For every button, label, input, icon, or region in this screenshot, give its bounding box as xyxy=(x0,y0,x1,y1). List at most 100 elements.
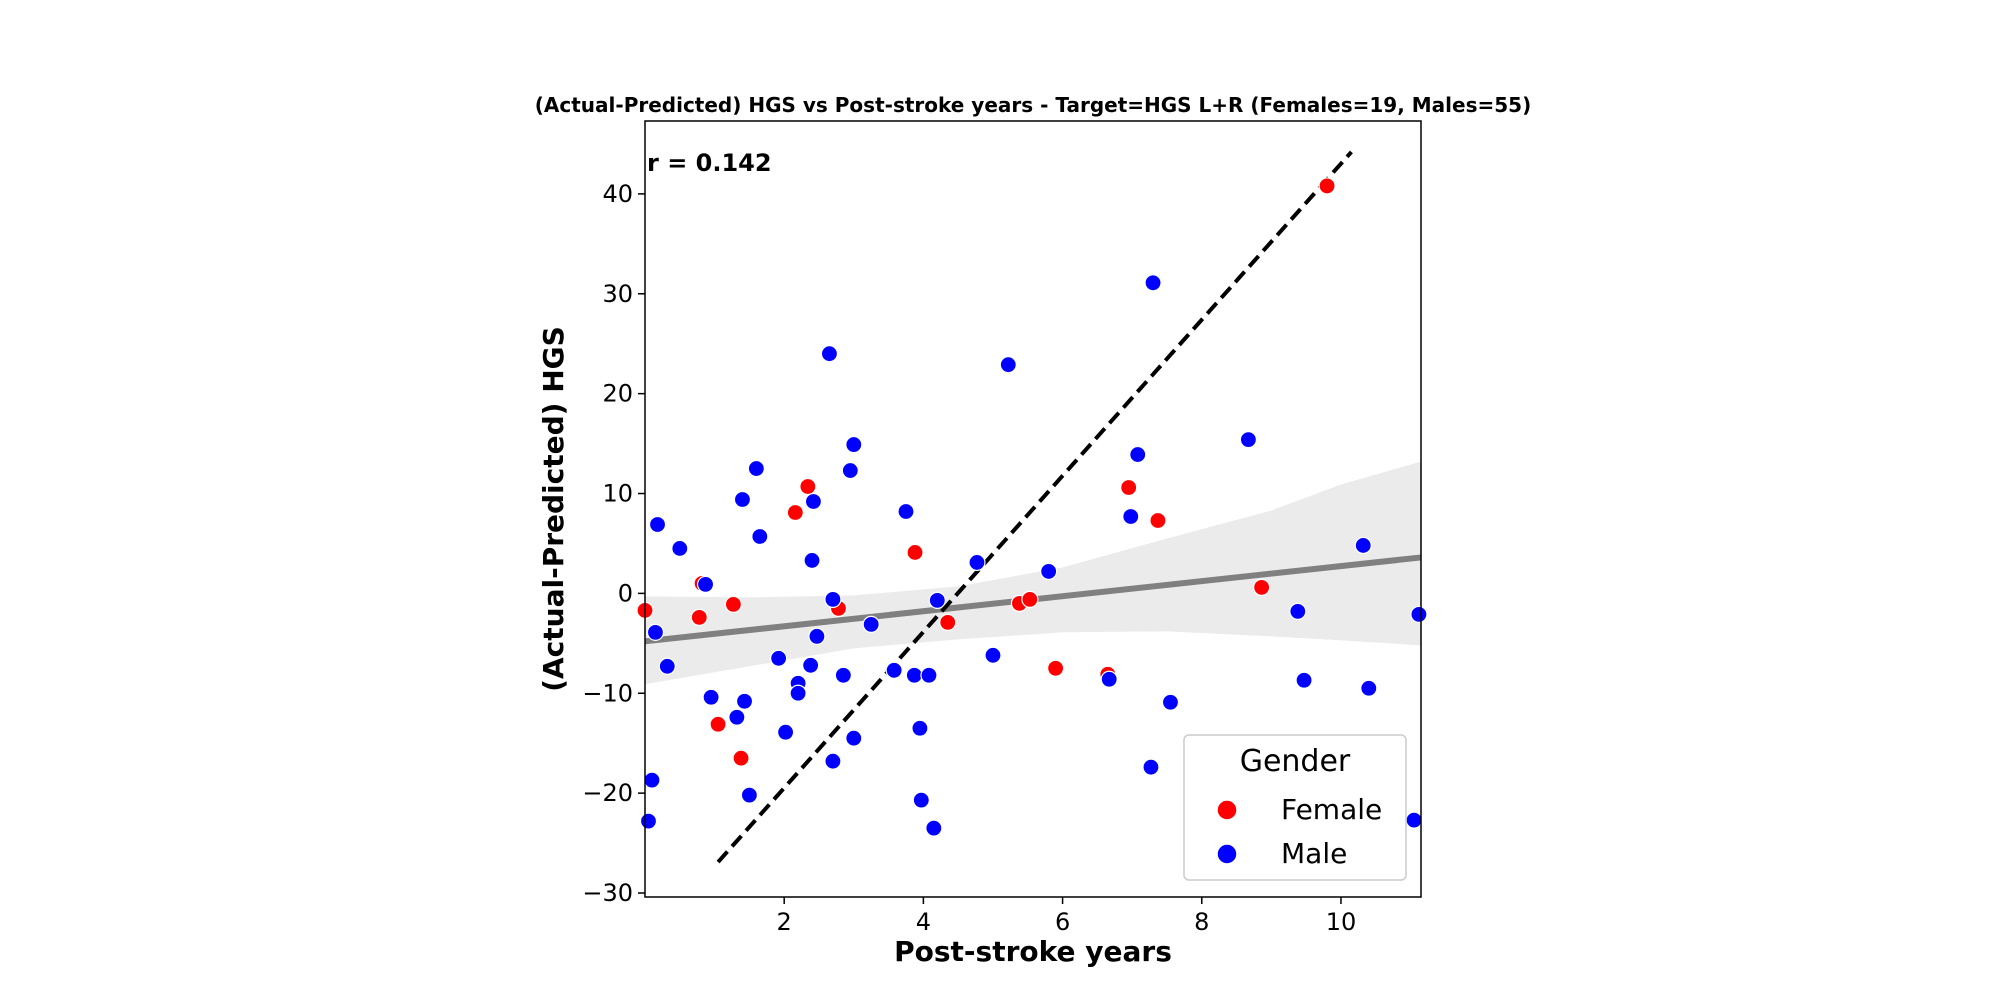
point-male xyxy=(834,666,852,684)
y-tick-label: −10 xyxy=(582,679,633,707)
point-female xyxy=(724,595,742,613)
point-male xyxy=(648,515,667,534)
point-male xyxy=(820,345,839,363)
point-female xyxy=(906,543,924,562)
y-tick-label: 10 xyxy=(602,480,633,508)
point-male xyxy=(735,692,754,710)
point-male xyxy=(770,649,788,667)
point-female xyxy=(709,715,727,733)
y-tick-label: 20 xyxy=(602,380,633,408)
point-male xyxy=(824,590,842,608)
correlation-annotation: r = 0.142 xyxy=(647,149,772,177)
point-male xyxy=(1239,430,1258,449)
plot-area xyxy=(636,121,1428,897)
x-tick-label: 2 xyxy=(777,908,792,936)
legend: Gender Female Male xyxy=(1183,734,1407,881)
point-male xyxy=(968,553,986,572)
point-male xyxy=(643,771,661,789)
point-male xyxy=(1410,605,1428,623)
point-female xyxy=(799,477,817,496)
point-female xyxy=(786,503,804,522)
point-male xyxy=(728,708,746,726)
point-male xyxy=(862,615,880,633)
point-male xyxy=(1144,274,1162,292)
point-male xyxy=(925,819,943,837)
point-male xyxy=(911,719,929,737)
legend-box xyxy=(1183,734,1407,881)
y-axis-label: (Actual-Predicted) HGS xyxy=(537,326,570,692)
point-male xyxy=(912,791,930,809)
point-female xyxy=(1047,659,1065,677)
point-male xyxy=(1360,679,1378,697)
point-male xyxy=(999,356,1017,374)
point-male xyxy=(920,666,938,684)
point-male xyxy=(751,527,769,546)
point-male xyxy=(984,646,1002,664)
point-male xyxy=(897,502,915,521)
point-male xyxy=(740,786,758,804)
point-male xyxy=(696,575,715,594)
legend-marker-male xyxy=(1216,843,1238,865)
identity-line xyxy=(716,150,1353,864)
point-male xyxy=(1100,670,1118,688)
y-tick-label: 0 xyxy=(618,579,633,607)
y-tick-label: 40 xyxy=(602,180,633,208)
point-male xyxy=(885,661,903,679)
point-male xyxy=(1295,671,1313,689)
y-tick-label: −20 xyxy=(582,779,633,807)
point-male xyxy=(1161,693,1180,711)
x-tick-label: 4 xyxy=(916,908,931,936)
point-male xyxy=(646,623,665,641)
legend-title: Gender xyxy=(1240,744,1351,779)
point-male xyxy=(1129,445,1147,464)
point-male xyxy=(905,666,923,684)
point-male xyxy=(1122,507,1140,526)
x-tick-label: 10 xyxy=(1326,908,1357,936)
point-male xyxy=(1354,536,1372,555)
point-male xyxy=(1040,562,1058,581)
y-tick-label: 30 xyxy=(602,280,633,308)
legend-marker-female xyxy=(1216,799,1238,821)
point-male xyxy=(928,591,946,609)
point-male xyxy=(733,490,752,509)
point-female xyxy=(939,613,957,631)
points-layer xyxy=(636,177,1428,837)
x-tick-label: 6 xyxy=(1055,908,1070,936)
point-male xyxy=(789,684,807,702)
point-female xyxy=(1318,177,1336,195)
point-male xyxy=(639,812,658,830)
point-female xyxy=(1120,478,1138,497)
chart-title: (Actual-Predicted) HGS vs Post-stroke ye… xyxy=(535,93,1531,117)
plot-frame xyxy=(644,120,1422,898)
x-axis-label: Post-stroke years xyxy=(894,935,1172,968)
point-male xyxy=(824,752,842,770)
legend-label-male: Male xyxy=(1281,837,1347,870)
y-axis-ticks: −30 −20 −10 0 10 20 30 40 xyxy=(582,180,645,907)
point-female xyxy=(1021,590,1039,608)
point-male xyxy=(776,723,795,741)
x-axis-ticks: 2 4 6 8 10 xyxy=(777,897,1357,936)
point-female xyxy=(690,608,708,626)
x-tick-label: 8 xyxy=(1194,908,1209,936)
point-male xyxy=(1405,811,1423,829)
point-male xyxy=(1289,602,1307,620)
legend-label-female: Female xyxy=(1281,793,1382,826)
point-male xyxy=(841,461,859,480)
point-male xyxy=(802,656,820,674)
point-male xyxy=(747,459,765,478)
point-female xyxy=(1149,511,1167,530)
point-male xyxy=(671,539,689,558)
point-male xyxy=(804,492,823,511)
point-male xyxy=(845,729,863,747)
y-tick-label: −30 xyxy=(582,879,633,907)
point-male xyxy=(845,435,863,454)
point-male xyxy=(702,688,720,706)
point-male xyxy=(808,627,826,645)
point-male xyxy=(1142,758,1160,776)
point-male xyxy=(803,551,821,570)
point-female xyxy=(1253,578,1271,596)
point-female xyxy=(732,749,750,767)
confidence-band xyxy=(645,461,1421,685)
point-male xyxy=(658,657,676,675)
